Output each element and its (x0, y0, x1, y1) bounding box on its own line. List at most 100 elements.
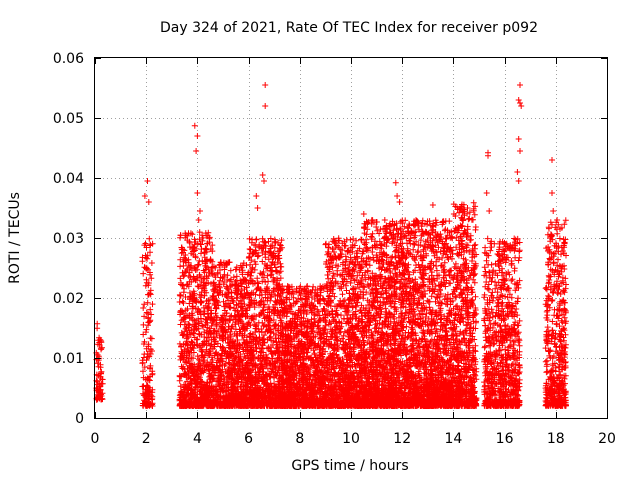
data-point (144, 383, 151, 389)
data-point (97, 383, 104, 390)
data-point (185, 283, 192, 290)
data-point (144, 376, 151, 383)
data-point (203, 289, 210, 296)
data-point (94, 378, 101, 385)
data-point (148, 275, 155, 282)
data-point (198, 331, 205, 338)
data-point (201, 292, 208, 299)
data-point (198, 348, 205, 355)
data-point (142, 240, 149, 247)
data-point (94, 360, 101, 367)
data-point (177, 292, 184, 299)
data-point (197, 379, 204, 386)
data-point (194, 353, 201, 360)
data-point (141, 351, 148, 358)
data-point (198, 241, 205, 248)
data-point (353, 303, 360, 310)
data-point (145, 322, 151, 329)
data-point (147, 271, 154, 278)
data-point (183, 268, 190, 274)
data-point (177, 256, 184, 263)
data-point (98, 370, 104, 376)
data-point (190, 288, 197, 295)
data-point (94, 387, 101, 394)
data-point (139, 357, 146, 364)
data-point (141, 301, 148, 308)
data-point (148, 311, 155, 318)
data-point (144, 299, 151, 306)
data-point (180, 300, 187, 306)
data-point (180, 332, 187, 339)
data-point (146, 242, 153, 249)
data-point (271, 322, 278, 329)
data-point (177, 383, 184, 390)
data-point (99, 390, 106, 397)
data-point (227, 267, 234, 274)
data-point (97, 361, 104, 368)
data-point (143, 265, 150, 272)
data-point (140, 305, 147, 311)
data-point (195, 356, 202, 363)
data-point (94, 396, 101, 403)
data-point (176, 291, 183, 298)
data-point (190, 355, 196, 362)
data-point (148, 260, 155, 266)
data-point (149, 301, 156, 308)
data-point (98, 346, 105, 353)
data-point (200, 276, 207, 282)
data-point (177, 309, 184, 316)
data-point (94, 320, 101, 327)
data-point (148, 392, 155, 399)
data-point (147, 306, 154, 313)
data-point (147, 335, 154, 342)
data-point (99, 376, 106, 383)
data-point (195, 373, 202, 380)
data-point (140, 368, 146, 375)
data-point (147, 351, 154, 357)
data-point (177, 275, 184, 282)
data-point (144, 400, 151, 407)
data-point (141, 313, 148, 320)
data-point (188, 380, 195, 387)
data-point (322, 241, 329, 248)
data-point (143, 309, 150, 316)
data-point (143, 326, 150, 333)
data-point (141, 338, 148, 345)
data-point (192, 305, 199, 312)
data-point (201, 269, 208, 276)
data-point (141, 364, 148, 371)
data-point (140, 374, 147, 381)
data-point (199, 322, 206, 329)
data-point (202, 316, 209, 323)
data-point (180, 273, 187, 280)
data-point (147, 249, 153, 256)
data-point (146, 290, 153, 297)
data-point (142, 252, 149, 259)
data-point (278, 263, 285, 270)
data-point (265, 278, 272, 285)
grid-lines (95, 58, 607, 418)
data-point (142, 387, 149, 393)
data-point (204, 319, 211, 326)
data-point (195, 261, 202, 268)
data-point (142, 282, 149, 289)
chart-title: Day 324 of 2021, Rate Of TEC Index for r… (160, 20, 538, 36)
data-point (185, 381, 192, 388)
data-point (145, 314, 152, 321)
data-point (149, 371, 156, 378)
data-point (149, 401, 156, 408)
data-point (147, 287, 154, 294)
data-point (140, 270, 147, 277)
data-point (146, 235, 153, 242)
data-point (94, 351, 101, 358)
data-point (139, 258, 146, 265)
data-point (143, 244, 150, 251)
data-point (198, 289, 205, 296)
data-point (143, 279, 150, 286)
data-point (144, 255, 151, 262)
data-point (94, 341, 101, 348)
data-point (145, 341, 152, 348)
data-point (147, 365, 153, 372)
data-point (182, 307, 189, 314)
